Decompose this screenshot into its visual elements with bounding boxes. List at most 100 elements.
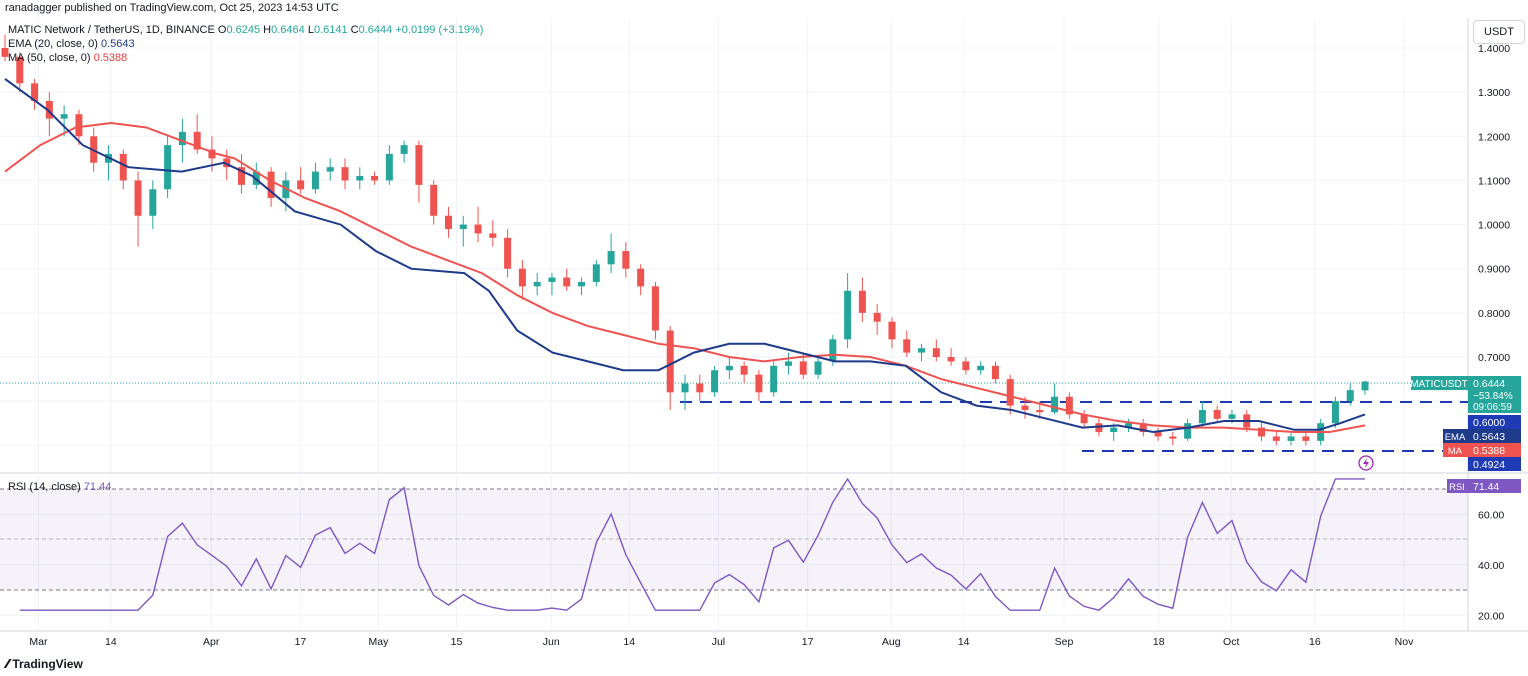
price-tick-label: 1.1000 bbox=[1478, 175, 1510, 187]
time-tick-label: Jun bbox=[543, 636, 560, 648]
candle bbox=[1051, 383, 1059, 415]
rsi-line bbox=[19, 477, 1365, 611]
tradingview-logo: ⁄⁄ TradingView bbox=[6, 656, 83, 671]
candle bbox=[31, 78, 39, 110]
svg-text:RSI: RSI bbox=[1449, 482, 1465, 493]
price-tick-label: 0.8000 bbox=[1478, 308, 1510, 320]
candle bbox=[1, 34, 9, 62]
candle bbox=[119, 149, 127, 190]
candle bbox=[385, 145, 393, 185]
candle bbox=[341, 158, 349, 190]
time-tick-label: 14 bbox=[105, 636, 117, 648]
candle bbox=[622, 242, 630, 278]
candle bbox=[1272, 432, 1280, 446]
price-tick-label: 0.7000 bbox=[1478, 352, 1510, 364]
candle bbox=[1346, 383, 1354, 406]
candle bbox=[1287, 432, 1295, 446]
price-tick-label: 1.4000 bbox=[1478, 43, 1510, 55]
currency-unit-button[interactable]: USDT bbox=[1473, 20, 1525, 44]
time-tick-label: Aug bbox=[882, 636, 901, 648]
price-tick-label: 1.0000 bbox=[1478, 220, 1510, 232]
candle bbox=[725, 357, 733, 380]
candle bbox=[1331, 396, 1339, 428]
svg-text:MATICUSDT: MATICUSDT bbox=[1410, 379, 1468, 390]
high-value: 0.6464 bbox=[271, 24, 305, 36]
candle bbox=[991, 361, 999, 384]
candle bbox=[134, 171, 142, 247]
candle bbox=[1184, 418, 1192, 441]
candle bbox=[415, 140, 423, 203]
svg-text:0.5388: 0.5388 bbox=[1473, 445, 1505, 457]
candle bbox=[592, 259, 600, 287]
symbol-legend: MATIC Network / TetherUS, 1D, BINANCE O0… bbox=[8, 24, 484, 36]
ema-badge: EMA 0.5643 bbox=[1443, 429, 1521, 443]
candle bbox=[666, 326, 674, 410]
time-tick-label: Oct bbox=[1223, 636, 1239, 648]
candle bbox=[1213, 405, 1221, 424]
candle bbox=[651, 281, 659, 340]
candle bbox=[1139, 418, 1147, 437]
candle bbox=[1154, 427, 1162, 441]
candle bbox=[489, 220, 497, 247]
rsi-legend[interactable]: RSI (14, close) 71.44 bbox=[8, 481, 112, 493]
price-tick-label: 1.3000 bbox=[1478, 87, 1510, 99]
rsi-badge: RSI 71.44 bbox=[1447, 479, 1521, 493]
candle bbox=[696, 374, 704, 402]
candle bbox=[962, 357, 970, 375]
svg-text:−53.84%: −53.84% bbox=[1473, 391, 1513, 402]
symbol-title[interactable]: MATIC Network / TetherUS, 1D, BINANCE bbox=[8, 24, 215, 36]
candle bbox=[474, 206, 482, 243]
time-tick-label: 14 bbox=[623, 636, 635, 648]
level-top-badge: 0.6000 bbox=[1468, 415, 1521, 429]
candle bbox=[814, 357, 822, 380]
candle bbox=[770, 361, 778, 397]
candle bbox=[1198, 401, 1206, 428]
candle bbox=[1006, 374, 1014, 415]
ma-badge: MA 0.5388 bbox=[1443, 443, 1521, 457]
rsi-tick-label: 20.00 bbox=[1478, 610, 1504, 622]
candle bbox=[504, 228, 512, 278]
candle bbox=[711, 365, 719, 397]
symbol-badge: MATICUSDT bbox=[1410, 376, 1468, 390]
candle bbox=[844, 273, 852, 349]
ema-legend[interactable]: EMA (20, close, 0) 0.5643 bbox=[8, 38, 135, 50]
candle bbox=[149, 180, 157, 229]
ma50-line bbox=[4, 121, 1366, 433]
svg-text:0.6444: 0.6444 bbox=[1473, 378, 1505, 390]
time-tick-label: 18 bbox=[1153, 636, 1165, 648]
candle bbox=[400, 140, 408, 163]
rsi-tick-label: 40.00 bbox=[1478, 560, 1504, 572]
candle bbox=[740, 361, 748, 384]
time-tick-label: Mar bbox=[29, 636, 48, 648]
price-tick-label: 0.9000 bbox=[1478, 264, 1510, 276]
svg-text:71.44: 71.44 bbox=[1473, 481, 1499, 493]
candle bbox=[459, 215, 467, 247]
candle bbox=[1065, 392, 1073, 419]
svg-text:09:06:59: 09:06:59 bbox=[1473, 402, 1512, 413]
candle bbox=[888, 317, 896, 349]
time-tick-label: 17 bbox=[295, 636, 307, 648]
candle bbox=[371, 171, 379, 185]
time-tick-label: Nov bbox=[1395, 636, 1414, 648]
alert-lightning-icon[interactable] bbox=[1358, 455, 1374, 471]
candle bbox=[681, 374, 689, 410]
close-value: 0.6444 bbox=[358, 24, 393, 36]
candle bbox=[873, 304, 881, 335]
svg-text:MA: MA bbox=[1448, 446, 1463, 457]
ma-legend[interactable]: MA (50, close, 0) 0.5388 bbox=[8, 52, 128, 64]
candle bbox=[932, 339, 940, 362]
candle bbox=[1080, 409, 1088, 428]
candle bbox=[45, 92, 53, 137]
candle bbox=[164, 136, 172, 199]
time-tick-label: Jul bbox=[712, 636, 725, 648]
candle bbox=[518, 259, 526, 300]
candle bbox=[607, 233, 615, 274]
candle bbox=[1169, 432, 1177, 446]
rsi-tick-label: 60.00 bbox=[1478, 509, 1504, 521]
candle bbox=[297, 167, 305, 194]
price-tick-label: 1.2000 bbox=[1478, 131, 1510, 143]
time-tick-label: May bbox=[369, 636, 390, 648]
candle bbox=[356, 167, 364, 190]
publisher-line: ranadagger published on TradingView.com,… bbox=[5, 2, 339, 14]
candle bbox=[430, 180, 438, 225]
